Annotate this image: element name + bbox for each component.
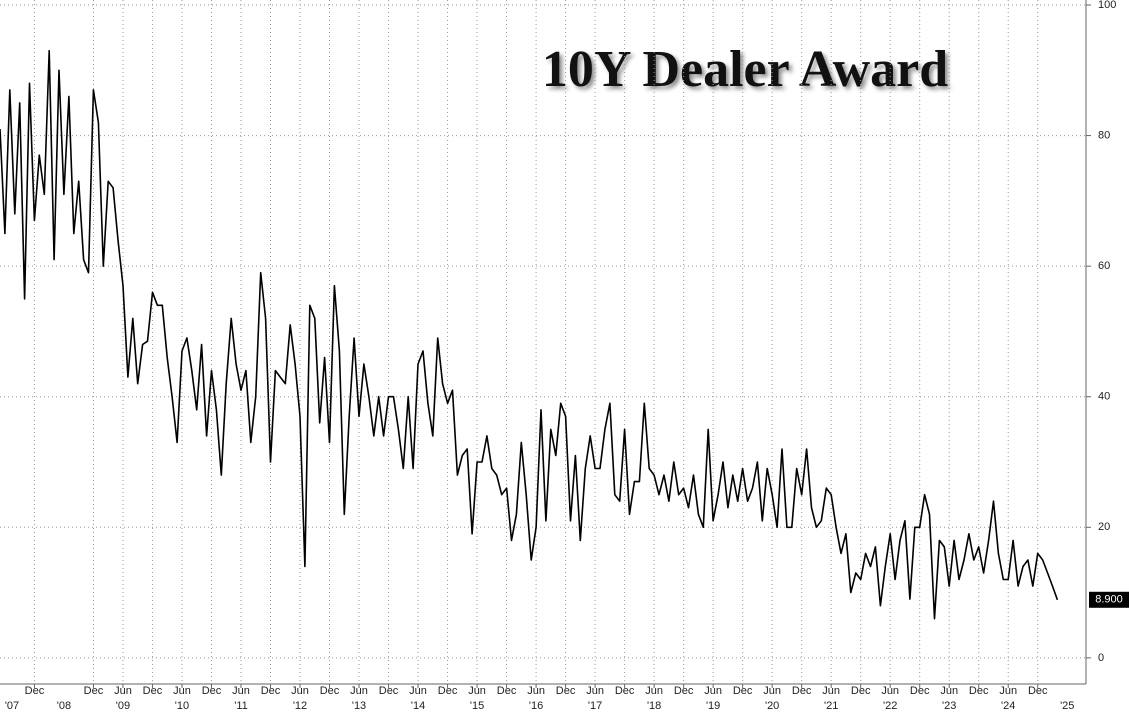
chart-title: 10Y Dealer Award bbox=[542, 41, 948, 98]
year-label: '08 bbox=[57, 700, 71, 712]
year-label: '09 bbox=[116, 700, 130, 712]
x-tick-label: Jun bbox=[173, 685, 191, 697]
x-tick-label: Dec bbox=[202, 685, 222, 697]
x-tick-label: Dec bbox=[792, 685, 812, 697]
x-tick-label: Jun bbox=[586, 685, 604, 697]
year-label: '24 bbox=[1001, 700, 1015, 712]
x-tick-label: Dec bbox=[143, 685, 163, 697]
x-tick-label: Jun bbox=[527, 685, 545, 697]
x-tick-label: Jun bbox=[409, 685, 427, 697]
x-tick-label: Jun bbox=[291, 685, 309, 697]
x-tick-label: Jun bbox=[468, 685, 486, 697]
year-label: '23 bbox=[942, 700, 956, 712]
y-tick-label: 0 bbox=[1098, 652, 1104, 664]
x-tick-label: Dec bbox=[320, 685, 340, 697]
year-label: '16 bbox=[529, 700, 543, 712]
x-tick-label: Dec bbox=[674, 685, 694, 697]
y-tick-label: 40 bbox=[1098, 391, 1110, 403]
year-label: '14 bbox=[411, 700, 425, 712]
y-tick-label: 60 bbox=[1098, 260, 1110, 272]
year-label: '17 bbox=[588, 700, 602, 712]
last-value-label: 8.900 bbox=[1095, 594, 1123, 606]
year-label: '10 bbox=[175, 700, 189, 712]
x-tick-label: Jun bbox=[645, 685, 663, 697]
x-tick-label: Dec bbox=[438, 685, 458, 697]
x-tick-label: Dec bbox=[379, 685, 399, 697]
x-tick-label: Jun bbox=[704, 685, 722, 697]
year-label: '18 bbox=[647, 700, 661, 712]
x-tick-label: Dec bbox=[84, 685, 104, 697]
x-tick-label: Jun bbox=[881, 685, 899, 697]
last-value-box bbox=[1089, 591, 1129, 608]
x-tick-label: Dec bbox=[1028, 685, 1048, 697]
year-label: '13 bbox=[352, 700, 366, 712]
year-label: '22 bbox=[883, 700, 897, 712]
x-tick-label: Jun bbox=[822, 685, 840, 697]
year-label: '20 bbox=[765, 700, 779, 712]
x-tick-label: Dec bbox=[910, 685, 930, 697]
y-tick-label: 20 bbox=[1098, 521, 1110, 533]
x-tick-label: Jun bbox=[232, 685, 250, 697]
year-label: '21 bbox=[824, 700, 838, 712]
x-tick-label: Jun bbox=[940, 685, 958, 697]
x-tick-label: Dec bbox=[25, 685, 45, 697]
year-label: '25 bbox=[1060, 700, 1074, 712]
year-label: '07 bbox=[5, 700, 19, 712]
x-tick-label: Dec bbox=[851, 685, 871, 697]
year-label: '12 bbox=[293, 700, 307, 712]
year-label: '15 bbox=[470, 700, 484, 712]
y-tick-label: 80 bbox=[1098, 129, 1110, 141]
x-tick-label: Jun bbox=[763, 685, 781, 697]
x-tick-label: Dec bbox=[261, 685, 281, 697]
x-tick-label: Jun bbox=[114, 685, 132, 697]
x-tick-label: Dec bbox=[733, 685, 753, 697]
data-line bbox=[0, 49, 1059, 620]
x-tick-label: Dec bbox=[615, 685, 635, 697]
x-tick-label: Dec bbox=[969, 685, 989, 697]
x-tick-label: Jun bbox=[350, 685, 368, 697]
x-tick-label: Dec bbox=[556, 685, 576, 697]
y-tick-label: 100 bbox=[1098, 0, 1116, 11]
year-label: '19 bbox=[706, 700, 720, 712]
x-tick-label: Jun bbox=[999, 685, 1017, 697]
year-label: '11 bbox=[234, 700, 248, 712]
x-tick-label: Dec bbox=[497, 685, 517, 697]
